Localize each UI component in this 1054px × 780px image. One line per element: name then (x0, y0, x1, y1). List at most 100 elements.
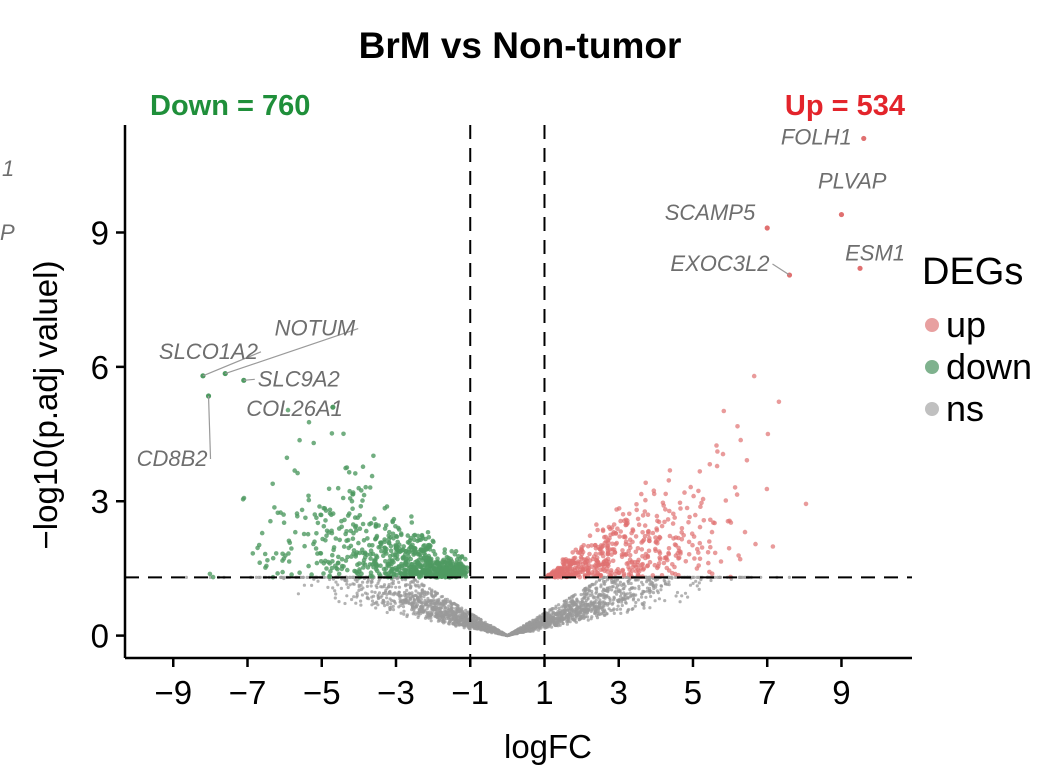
ns-point (614, 589, 618, 593)
down-point (411, 533, 417, 538)
down-point (382, 526, 388, 531)
ns-point (602, 588, 606, 592)
down-point (262, 551, 268, 557)
down-point (357, 526, 363, 531)
ns-point (622, 586, 626, 591)
up-point (751, 373, 757, 379)
down-point (372, 516, 377, 521)
up-point (699, 500, 704, 506)
up-point (608, 532, 613, 538)
ns-point (579, 602, 583, 606)
down-point (361, 538, 367, 543)
x-tick-label: 7 (758, 674, 776, 711)
ns-point (651, 584, 656, 589)
down-point (371, 564, 376, 570)
ns-point (474, 617, 478, 621)
down-point (376, 545, 382, 550)
gene-label-notum: NOTUM (275, 316, 356, 341)
up-point (635, 567, 641, 573)
y-ticks: 0 3 6 9 (91, 214, 125, 655)
up-point (678, 506, 683, 511)
up-point (587, 533, 593, 538)
y-tick-label: 6 (91, 349, 109, 386)
down-point (323, 518, 328, 523)
down-point (281, 512, 286, 517)
x-tick-label: −3 (377, 674, 415, 711)
ns-point (601, 611, 605, 615)
down-point (281, 520, 287, 525)
down-point (441, 569, 447, 574)
down-point (404, 556, 409, 562)
ns-point (602, 602, 607, 606)
ns-point (482, 621, 486, 626)
down-point (401, 547, 406, 552)
ns-point (561, 621, 565, 625)
ns-point (599, 583, 603, 587)
ns-point (653, 599, 657, 603)
down-point (295, 514, 300, 519)
gene-label-folh1: FOLH1 (781, 124, 852, 149)
ns-point (302, 583, 306, 587)
ns-point (404, 601, 408, 605)
y-axis-label: −log10(p.adj valuel) (27, 261, 64, 550)
up-point (636, 522, 642, 527)
down-point (453, 549, 459, 554)
down-point (324, 533, 329, 538)
down-point (402, 567, 407, 573)
down-point (314, 560, 320, 566)
ns-point (435, 598, 439, 602)
up-point (697, 556, 703, 562)
ns-point (659, 588, 663, 592)
y-tick-label: 3 (91, 483, 109, 520)
ns-point (372, 601, 376, 606)
down-point (369, 473, 375, 479)
up-point (549, 571, 555, 577)
ns-point (633, 578, 638, 582)
down-point (347, 496, 353, 501)
ns-point (439, 606, 443, 610)
up-point (735, 424, 740, 429)
ns-point (629, 581, 633, 586)
ns-point (584, 592, 589, 596)
up-point (738, 437, 743, 443)
ns-point (680, 594, 684, 598)
down-point (301, 531, 307, 537)
down-point (412, 537, 417, 543)
down-point (447, 569, 452, 575)
up-point (636, 557, 641, 563)
ns-point (571, 603, 575, 607)
ns-point (557, 603, 561, 607)
ns-point (492, 628, 497, 633)
up-point (678, 551, 683, 556)
up-point (639, 491, 644, 497)
ns-point (405, 588, 409, 593)
down-point (289, 572, 294, 577)
down-point (318, 512, 323, 518)
ns-point (547, 613, 551, 618)
up-point (707, 462, 713, 467)
down-point (418, 547, 424, 552)
gene-leader-cd8b2 (207, 395, 212, 459)
ns-point (595, 587, 599, 592)
ns-point (402, 609, 406, 613)
ns-point (386, 600, 390, 604)
ns-point (254, 575, 258, 580)
ns-point (532, 624, 536, 629)
down-point (318, 559, 324, 564)
ns-point (476, 616, 481, 620)
ns-point (385, 603, 389, 607)
ns-point (462, 618, 466, 622)
up-point (664, 565, 670, 571)
up-point (625, 521, 630, 526)
ns-point (588, 604, 592, 608)
down-point (423, 563, 428, 568)
up-point (682, 490, 687, 495)
up-point (619, 554, 625, 560)
down-point (385, 561, 391, 567)
ns-point (644, 575, 648, 580)
ns-point (443, 600, 448, 604)
up-point (627, 552, 633, 558)
down-point (362, 555, 368, 560)
ns-point (548, 608, 552, 612)
ns-point (579, 593, 583, 597)
